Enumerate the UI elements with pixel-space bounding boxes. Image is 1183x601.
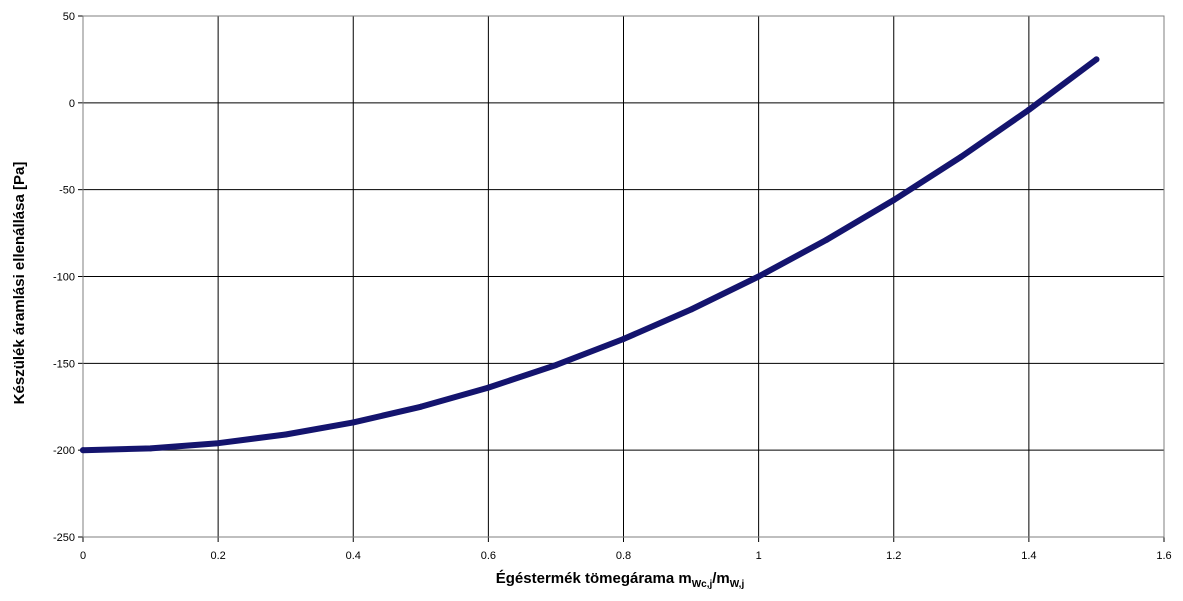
data-point [80, 447, 86, 454]
series-layer [80, 56, 1100, 454]
y-tick-label: -100 [53, 272, 75, 284]
y-tick-label: -150 [53, 358, 75, 370]
data-point [1093, 56, 1100, 63]
x-axis-label-sub1: Wc,j [692, 579, 713, 590]
data-point [552, 362, 559, 369]
y-tick-label: -250 [53, 532, 75, 544]
y-tick-labels: 50 0 -50 -100 -150 -200 -250 [53, 11, 75, 544]
data-point [755, 273, 762, 280]
data-point [958, 153, 965, 160]
x-axis-label: Égéstermék tömegárama mWc,j/mW,j [496, 570, 745, 590]
data-point [147, 445, 154, 452]
data-point [823, 237, 830, 244]
x-tick-label: 1.4 [1021, 550, 1036, 562]
y-tick-label: 0 [69, 98, 75, 110]
grid [78, 15, 1165, 542]
data-point [282, 431, 289, 438]
x-tick-label: 0.8 [616, 550, 631, 562]
x-tick-label: 1.2 [886, 550, 901, 562]
x-axis-label-main: Égéstermék tömegárama m [496, 570, 692, 587]
x-tick-labels: 0 0.2 0.4 0.6 0.8 1 1.2 1.4 1.6 [80, 550, 1172, 562]
data-point [1025, 106, 1032, 113]
data-point [485, 384, 492, 391]
plot-area [82, 15, 1165, 538]
y-axis-label: Készülék áramlási ellenállása [Pa] [11, 162, 28, 405]
series-line-0 [80, 56, 1100, 454]
x-tick-label: 0 [80, 550, 86, 562]
y-tick-label: -50 [59, 185, 75, 197]
y-tick-label: 50 [63, 11, 75, 23]
x-tick-label: 0.4 [346, 550, 361, 562]
data-point [350, 419, 357, 426]
x-axis-label-sub2: W,j [730, 579, 745, 590]
data-point [688, 306, 695, 313]
x-tick-label: 1.6 [1156, 550, 1171, 562]
x-tick-label: 0.2 [210, 550, 225, 562]
x-tick-label: 1 [756, 550, 762, 562]
y-tick-label: -200 [53, 445, 75, 457]
data-point [215, 440, 222, 447]
data-point [890, 197, 897, 204]
x-axis-label-mid: /m [712, 570, 730, 587]
data-point [620, 336, 627, 343]
x-tick-label: 0.6 [481, 550, 496, 562]
data-point [417, 403, 424, 410]
